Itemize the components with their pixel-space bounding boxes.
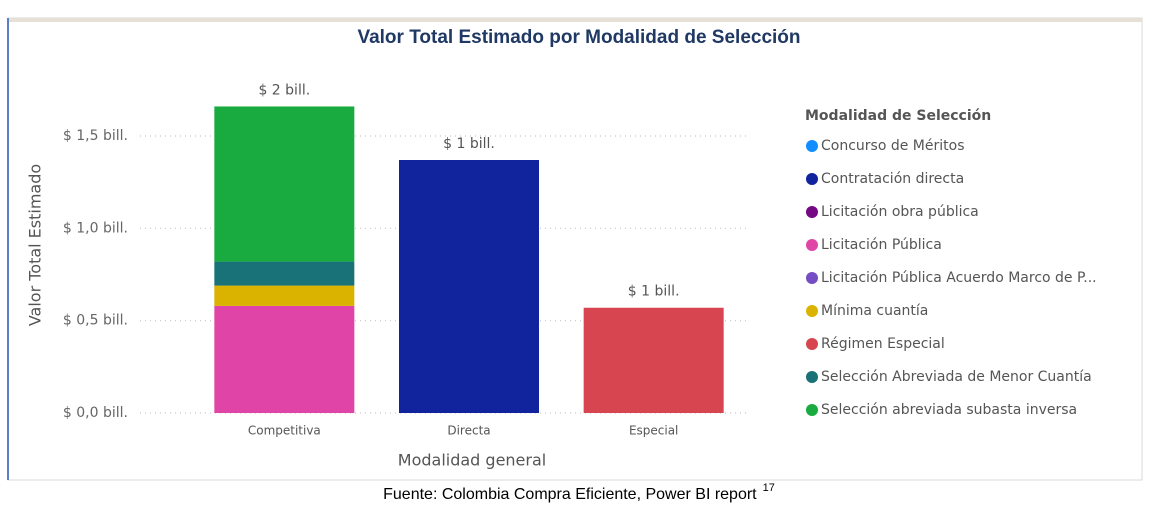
legend-label: Régimen Especial bbox=[821, 336, 945, 352]
y-tick-label: $ 1,5 bill. bbox=[63, 128, 128, 144]
legend-label: Licitación Pública Acuerdo Marco de P... bbox=[821, 270, 1097, 286]
legend-label: Selección abreviada subasta inversa bbox=[821, 402, 1077, 418]
legend-marker bbox=[806, 305, 818, 317]
chart-title: Valor Total Estimado por Modalidad de Se… bbox=[357, 27, 800, 48]
y-tick-label: $ 1,0 bill. bbox=[63, 220, 128, 236]
bar-segment bbox=[214, 285, 355, 306]
legend-label: Mínima cuantía bbox=[821, 303, 928, 319]
total-label: $ 1 bill. bbox=[443, 136, 495, 152]
frame-top-bar bbox=[8, 18, 1142, 22]
legend-marker bbox=[806, 338, 818, 350]
y-tick-label: $ 0,0 bill. bbox=[63, 405, 128, 421]
frame bbox=[7, 17, 1143, 481]
legend-label: Licitación Pública bbox=[821, 237, 942, 253]
caption-footnote: 17 bbox=[763, 482, 775, 494]
legend-label: Licitación obra pública bbox=[821, 204, 979, 220]
bar-segment bbox=[583, 307, 724, 413]
legend-marker bbox=[806, 404, 818, 416]
bar-segment bbox=[214, 106, 355, 262]
legend-marker bbox=[806, 140, 818, 152]
bar-segment bbox=[214, 305, 355, 413]
y-axis-title: Valor Total Estimado bbox=[26, 164, 45, 326]
y-tick-label: $ 0,5 bill. bbox=[63, 313, 128, 329]
bar-segment bbox=[214, 261, 355, 286]
legend-marker bbox=[806, 239, 818, 251]
legend-title: Modalidad de Selección bbox=[805, 108, 991, 124]
legend-label: Concurso de Méritos bbox=[821, 138, 965, 154]
x-tick-label: Competitiva bbox=[248, 424, 321, 438]
total-label: $ 1 bill. bbox=[628, 284, 680, 300]
legend-marker bbox=[806, 272, 818, 284]
legend-marker bbox=[806, 371, 818, 383]
caption: Fuente: Colombia Compra Eficiente, Power… bbox=[383, 482, 775, 503]
legend-label: Selección Abreviada de Menor Cuantía bbox=[821, 369, 1092, 385]
bar-segment bbox=[399, 160, 539, 413]
caption-text: Fuente: Colombia Compra Eficiente, Power… bbox=[383, 486, 757, 503]
x-tick-label: Especial bbox=[629, 424, 678, 438]
legend-marker bbox=[806, 173, 818, 185]
legend-marker bbox=[806, 206, 818, 218]
x-axis-title: Modalidad general bbox=[398, 451, 546, 470]
x-tick-label: Directa bbox=[447, 424, 490, 438]
legend-label: Contratación directa bbox=[821, 171, 964, 187]
total-label: $ 2 bill. bbox=[258, 82, 310, 98]
